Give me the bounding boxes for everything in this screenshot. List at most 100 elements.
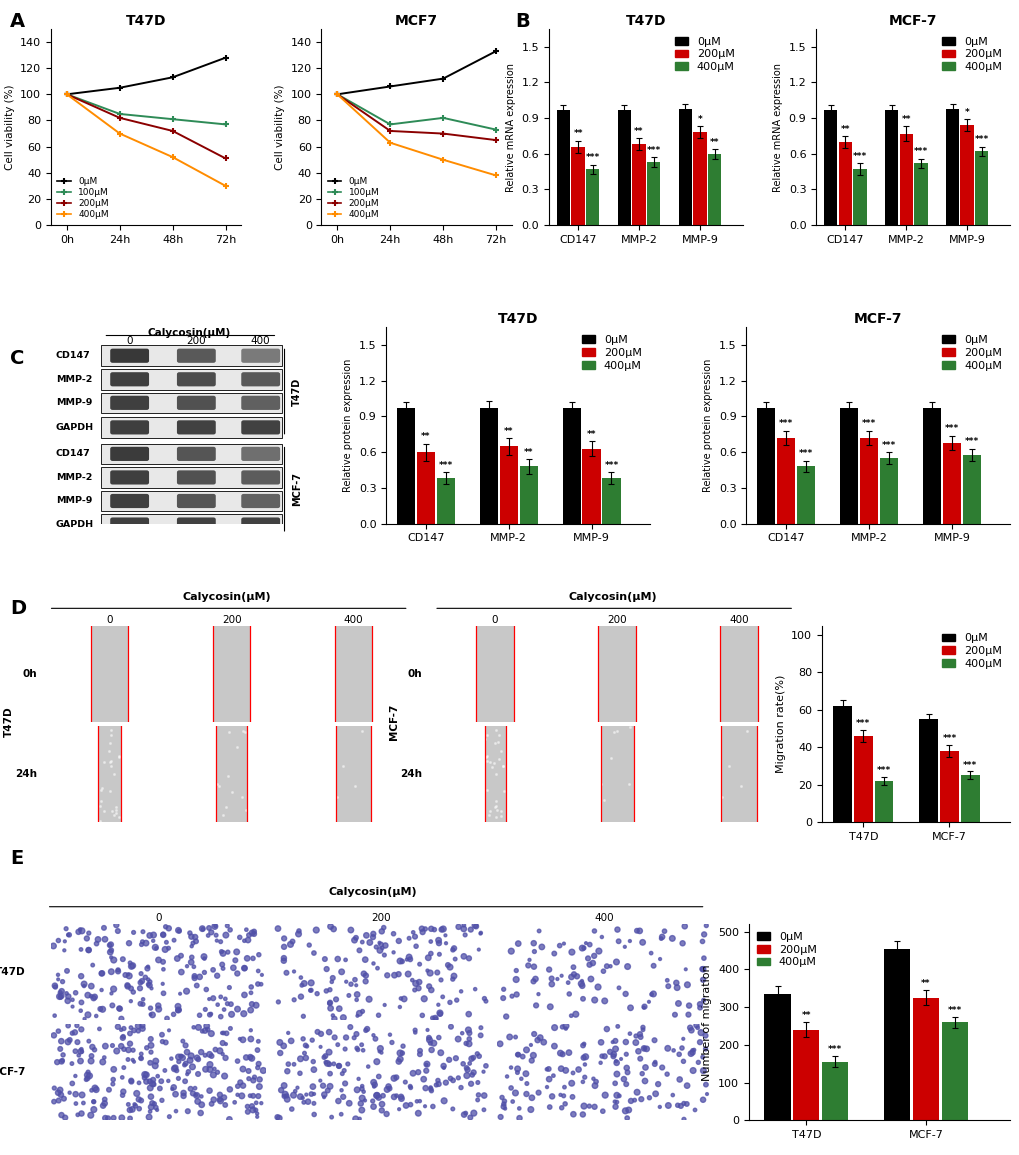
Point	[110, 1018, 126, 1036]
Point	[432, 1043, 448, 1061]
Point	[628, 922, 644, 940]
Point	[550, 795, 567, 813]
Point	[579, 683, 595, 701]
100μM	[384, 118, 396, 132]
Point	[61, 925, 77, 944]
Point	[693, 699, 709, 717]
Bar	[873, 781, 893, 822]
Point	[59, 992, 75, 1011]
Bar	[879, 459, 897, 523]
Point	[385, 700, 401, 718]
Point	[234, 1076, 251, 1095]
Point	[643, 985, 659, 1004]
Point	[632, 1028, 648, 1046]
Line: 0μM: 0μM	[63, 54, 229, 98]
Point	[186, 797, 203, 815]
Point	[419, 961, 435, 979]
Point	[481, 753, 497, 772]
Point	[677, 802, 693, 820]
Point	[410, 1063, 426, 1081]
Point	[252, 665, 268, 684]
Point	[306, 1094, 322, 1112]
Point	[695, 925, 711, 944]
Point	[665, 661, 682, 679]
Point	[681, 997, 697, 1015]
Point	[671, 1071, 687, 1089]
Point	[172, 946, 189, 964]
Point	[687, 618, 703, 636]
Point	[209, 996, 225, 1014]
Point	[655, 922, 672, 940]
Point	[182, 653, 199, 671]
Point	[151, 770, 167, 789]
Point	[440, 618, 457, 636]
Point	[184, 767, 201, 785]
Point	[326, 1009, 342, 1028]
Point	[285, 1055, 302, 1073]
Point	[441, 634, 458, 653]
Point	[390, 964, 407, 983]
Point	[385, 924, 401, 942]
Point	[428, 1009, 444, 1028]
Point	[281, 661, 298, 679]
Point	[216, 1000, 232, 1019]
Point	[665, 718, 682, 737]
Point	[757, 701, 773, 720]
Point	[181, 924, 198, 942]
Point	[396, 796, 413, 814]
Point	[314, 729, 330, 747]
Point	[183, 705, 200, 723]
Point	[199, 769, 215, 788]
Point	[530, 623, 546, 641]
Point	[85, 793, 101, 812]
Point	[376, 733, 392, 752]
Point	[548, 970, 565, 989]
Point	[268, 720, 284, 738]
Point	[354, 1089, 370, 1108]
Point	[656, 740, 673, 759]
Point	[555, 769, 572, 788]
Point	[511, 803, 527, 821]
Point	[161, 1021, 177, 1040]
Point	[132, 1049, 149, 1067]
Point	[535, 673, 551, 692]
Point	[56, 635, 72, 654]
Point	[403, 1095, 419, 1113]
Point	[117, 746, 133, 765]
Point	[74, 625, 91, 643]
Point	[690, 1053, 706, 1072]
Point	[272, 773, 288, 791]
Point	[56, 618, 72, 636]
Point	[679, 735, 695, 753]
Point	[319, 1055, 335, 1073]
Point	[593, 1046, 609, 1065]
Point	[766, 666, 783, 685]
Point	[760, 746, 776, 765]
Point	[264, 647, 280, 665]
Point	[280, 668, 297, 686]
Point	[417, 1079, 433, 1097]
Text: D: D	[10, 599, 26, 618]
Point	[155, 960, 171, 978]
Point	[205, 1066, 221, 1085]
Text: T47D: T47D	[0, 967, 25, 977]
Point	[81, 810, 97, 828]
Point	[292, 723, 309, 742]
Point	[637, 620, 653, 639]
Point	[79, 1070, 96, 1088]
Point	[576, 651, 592, 670]
Point	[538, 643, 554, 662]
Point	[430, 726, 446, 745]
Text: ***: ***	[779, 419, 793, 429]
Point	[215, 944, 231, 962]
Point	[706, 679, 722, 698]
Point	[656, 673, 673, 692]
Point	[56, 634, 72, 653]
Point	[458, 780, 474, 798]
Point	[370, 624, 386, 642]
Point	[647, 680, 663, 699]
Point	[243, 978, 259, 997]
Point	[367, 774, 383, 792]
Point	[507, 985, 524, 1004]
Point	[750, 791, 766, 810]
